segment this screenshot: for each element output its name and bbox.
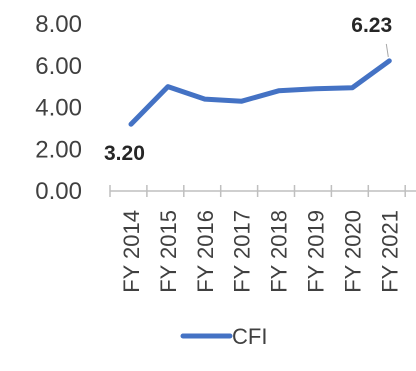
data-point xyxy=(388,60,390,62)
y-tick-label: 4.00 xyxy=(35,95,82,122)
data-labels: 3.20 6.23 xyxy=(104,14,392,165)
y-tick-label: 8.00 xyxy=(35,11,82,38)
y-axis: 0.00 2.00 4.00 6.00 8.00 xyxy=(35,11,82,205)
x-tick-label: FY 2017 xyxy=(230,210,255,293)
data-point xyxy=(204,98,206,100)
data-point xyxy=(278,90,280,92)
x-tick-label: FY 2021 xyxy=(377,210,402,293)
data-label-leader xyxy=(385,43,389,58)
x-axis: FY 2014 FY 2015 FY 2016 FY 2017 FY 2018 FY 20… xyxy=(109,185,416,293)
y-tick-label: 2.00 xyxy=(35,136,82,163)
series-layer xyxy=(128,58,392,127)
x-tick-label: FY 2020 xyxy=(340,210,365,293)
x-tick-label: FY 2019 xyxy=(304,210,329,293)
x-tick-label: FY 2016 xyxy=(193,210,218,293)
data-point xyxy=(130,123,132,125)
data-point xyxy=(167,86,169,88)
x-tick-label: FY 2015 xyxy=(156,210,181,293)
y-tick-label: 6.00 xyxy=(35,53,82,80)
y-tick-label: 0.00 xyxy=(35,178,82,205)
data-point xyxy=(351,87,353,89)
data-label: 6.23 xyxy=(351,14,392,37)
x-tick-label: FY 2014 xyxy=(119,210,144,293)
data-point xyxy=(241,100,243,102)
legend: CFI xyxy=(180,324,267,349)
x-tick-label: FY 2018 xyxy=(267,210,292,293)
legend-label: CFI xyxy=(232,324,267,349)
series-line-cfi xyxy=(128,58,392,127)
data-point xyxy=(315,88,316,90)
data-label: 3.20 xyxy=(104,142,145,165)
